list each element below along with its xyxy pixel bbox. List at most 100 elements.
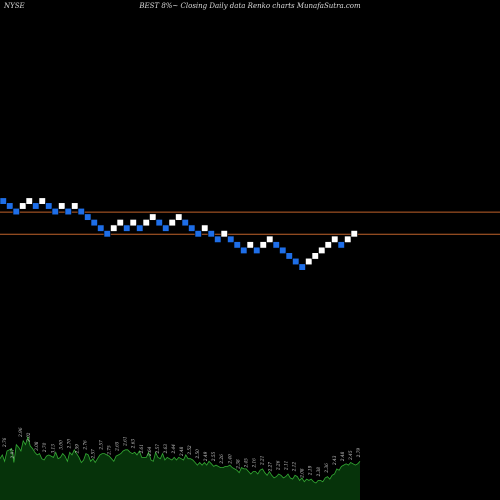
volume-value-label: 2.43 — [332, 455, 337, 466]
volume-panel — [0, 435, 361, 500]
renko-brick-down — [181, 219, 189, 227]
renko-brick-down — [103, 230, 111, 238]
renko-brick-down — [292, 257, 300, 266]
renko-brick-up — [344, 235, 352, 243]
volume-value-label: 2.97 — [10, 449, 15, 460]
volume-value-label: 2.50 — [195, 449, 200, 460]
volume-value-label: 2.49 — [203, 451, 208, 462]
volume-value-label: 2.40 — [227, 454, 232, 465]
renko-brick-up — [246, 241, 254, 249]
volume-value-label: 2.08 — [300, 468, 305, 479]
volume-value-label: 2.26 — [276, 460, 281, 471]
renko-brick-up — [116, 219, 124, 227]
renko-brick-up — [129, 219, 137, 227]
volume-value-label: 2.44 — [171, 444, 176, 455]
volume-value-label: 2.48 — [179, 446, 184, 457]
volume-value-label: 2.59 — [74, 444, 79, 455]
renko-brick-down — [162, 224, 170, 232]
volume-value-label: 2.96 — [18, 427, 23, 438]
renko-brick-down — [64, 207, 72, 216]
renko-brick-down — [253, 246, 261, 254]
renko-brick-down — [279, 246, 287, 254]
renko-brick-up — [318, 246, 326, 254]
renko-bricks — [0, 197, 358, 271]
renko-brick-up — [331, 235, 339, 243]
renko-brick-down — [233, 241, 241, 249]
renko-brick-up — [168, 219, 176, 227]
volume-value-label: 2.63 — [163, 444, 168, 455]
volume-value-label: 2.26 — [219, 454, 224, 465]
renko-brick-down — [32, 202, 40, 210]
volume-value-label: 2.64 — [147, 446, 152, 457]
volume-value-label: 2.19 — [308, 465, 313, 476]
renko-brick-down — [337, 241, 345, 249]
renko-brick-down — [97, 224, 105, 232]
renko-brick-up — [19, 202, 27, 210]
renko-brick-up — [350, 230, 358, 238]
volume-value-label: 2.16 — [251, 458, 256, 469]
renko-brick-down — [272, 241, 280, 249]
volume-value-label: 2.76 — [2, 437, 7, 448]
volume-value-label: 2.79 — [356, 448, 361, 459]
volume-value-label: 2.75 — [107, 445, 112, 456]
reference-lines — [0, 211, 500, 235]
renko-brick-down — [12, 207, 20, 216]
renko-brick-down — [188, 224, 196, 232]
volume-value-label: 2.61 — [123, 436, 128, 446]
renko-brick-down — [227, 235, 235, 243]
renko-brick-up — [259, 241, 267, 249]
volume-value-label: 2.45 — [243, 458, 248, 469]
volume-line — [0, 435, 361, 484]
renko-brick-down — [123, 224, 131, 232]
renko-brick-down — [6, 202, 14, 210]
renko-brick-up — [220, 230, 228, 238]
volume-value-label: 3.02 — [26, 432, 31, 442]
renko-brick-up — [324, 241, 332, 249]
volume-value-label: 2.38 — [235, 459, 240, 470]
volume-value-label: 2.63 — [131, 439, 136, 450]
renko-brick-down — [45, 202, 53, 210]
volume-value-label: 2.55 — [211, 451, 216, 462]
renko-brick-up — [142, 219, 150, 227]
volume-labels: 2.762.972.963.023.08 2.70 3.13 3.00 2.702.59… — [2, 427, 361, 479]
volume-value-label: 2.27 — [267, 462, 272, 473]
volume-value-label: 2.70 — [42, 442, 47, 453]
renko-brick-down — [240, 246, 248, 254]
volume-value-label: 2.57 — [98, 440, 103, 451]
renko-brick-up — [175, 213, 183, 221]
volume-value-label: 3.08 — [34, 441, 39, 451]
volume-value-label: 2.21 — [260, 456, 265, 466]
renko-brick-up — [201, 224, 209, 232]
volume-value-label: 2.52 — [187, 445, 192, 456]
renko-brick-up — [38, 197, 46, 205]
renko-brick-down — [298, 263, 306, 271]
renko-brick-down — [51, 207, 59, 216]
renko-brick-down — [90, 219, 98, 227]
renko-brick-up — [110, 224, 118, 232]
volume-value-label: 2.61 — [139, 444, 144, 454]
renko-brick-down — [214, 235, 222, 243]
volume-value-label: 2.57 — [155, 444, 160, 455]
renko-brick-up — [266, 235, 274, 243]
renko-brick-up — [25, 197, 33, 205]
volume-value-label: 2.36 — [324, 463, 329, 474]
volume-value-label: 3.00 — [58, 440, 63, 450]
renko-brick-up — [305, 257, 313, 266]
volume-value-label: 2.70 — [66, 439, 71, 450]
volume-area — [0, 437, 360, 500]
renko-brick-down — [136, 224, 144, 232]
volume-value-label: 2.38 — [316, 467, 321, 478]
renko-brick-up — [149, 213, 157, 221]
renko-brick-down — [155, 219, 163, 227]
renko-brick-down — [0, 197, 7, 205]
volume-value-label: 2.76 — [82, 440, 87, 451]
renko-brick-up — [311, 252, 319, 260]
renko-brick-down — [194, 230, 202, 238]
renko-brick-down — [285, 252, 293, 260]
renko-brick-up — [58, 202, 66, 210]
volume-value-label: 2.12 — [292, 462, 297, 473]
volume-value-label: 2.45 — [348, 450, 353, 461]
volume-value-label: 2.11 — [284, 461, 289, 471]
renko-brick-down — [84, 213, 92, 221]
